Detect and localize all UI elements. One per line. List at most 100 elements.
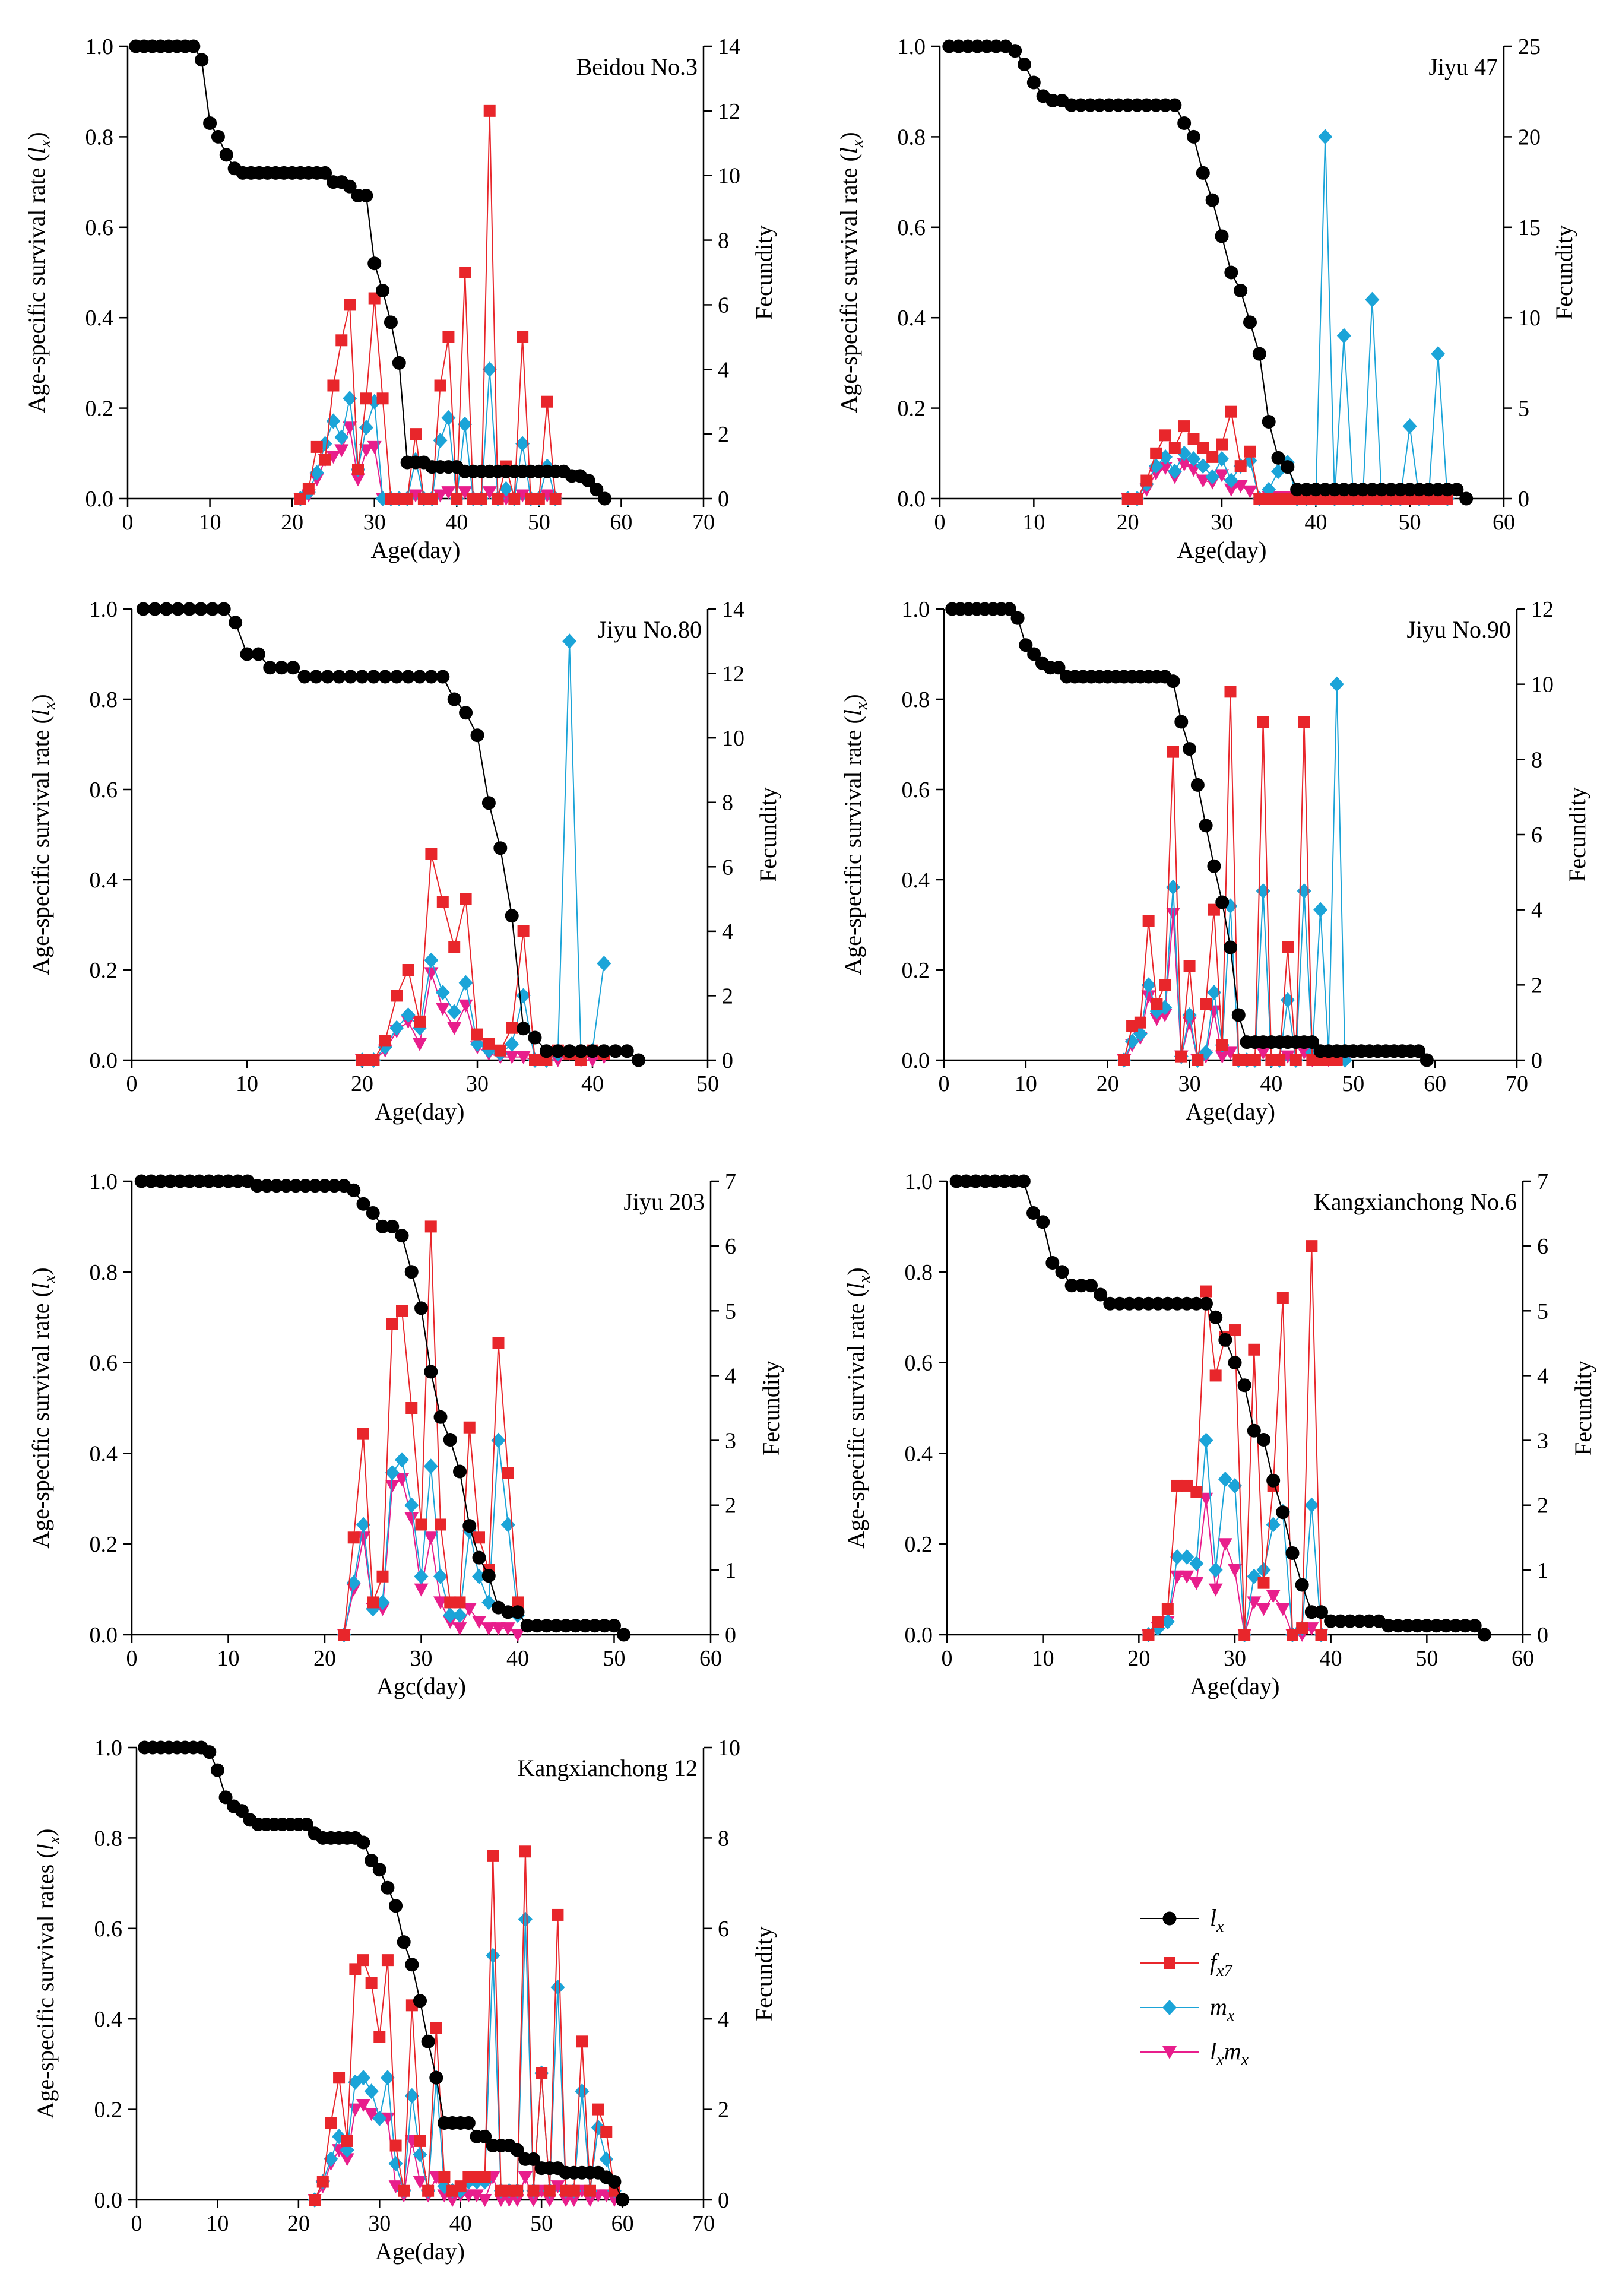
panel-6-lx-point-27 xyxy=(1199,1296,1213,1311)
panel-2-y-tick-label-1: 0.2 xyxy=(898,397,926,421)
panel-1-x-tick-label-30: 30 xyxy=(363,510,386,535)
panel-3-y2-tick-label-2: 2 xyxy=(722,984,733,1009)
panel-7-lx-point-41 xyxy=(461,2116,476,2130)
panel-1-fx7-point-22 xyxy=(302,483,315,495)
panel-5-fx7-point-25 xyxy=(367,1596,379,1609)
panel-1-lx-point-27 xyxy=(343,179,357,194)
panel-7-y-axis-title: Age-specific survival rates (lx) xyxy=(32,1829,64,2119)
panel-5-mx-point-29 xyxy=(404,1497,419,1513)
panel-2-lx-point-25 xyxy=(1168,98,1182,112)
panel-1-fx7-point-31 xyxy=(376,392,389,405)
panel-7-lx-point-47 xyxy=(510,2143,524,2157)
panel-7-lx-point-35 xyxy=(413,1994,427,2008)
panel-6-y-tick-label-3: 0.6 xyxy=(905,1351,933,1376)
panel-1-fx7-point-40 xyxy=(451,493,463,505)
panel-7-fx7-point-37 xyxy=(430,2022,442,2034)
panel-1-y-tick-label-4: 0.8 xyxy=(85,125,114,150)
panel-7-y-tick-label-0: 0.0 xyxy=(94,2188,123,2213)
panel-7-lxmx-point-39 xyxy=(445,2194,460,2207)
panel-7-fx7-point-47 xyxy=(511,2184,524,2197)
panel-3-x-tick-label-0: 0 xyxy=(126,1071,138,1096)
panel-5-fx7-point-22 xyxy=(338,1629,350,1641)
panel-7-mx-point-44 xyxy=(486,1948,500,1964)
panel-5-x-tick-label-30: 30 xyxy=(410,1646,433,1671)
panel-7-lx-point-31 xyxy=(381,1880,395,1895)
panel-6-lxmx-point-28 xyxy=(1208,1583,1223,1597)
panel-6-mx-point-24 xyxy=(1170,1549,1184,1565)
panel-1-y-tick-label-3: 0.6 xyxy=(85,215,114,240)
panel-7-mx-point-24 xyxy=(324,2151,338,2167)
panel-5-fx7-point-31 xyxy=(424,1220,437,1233)
panel-3-fx7-point-24 xyxy=(402,964,414,976)
panel-1-lx-point-11 xyxy=(211,129,225,144)
panel-5-mx-point-36 xyxy=(472,1568,486,1584)
panel-2-y-axis-title-text: Age-specific survival rate xyxy=(835,168,862,413)
panel-4-y2-tick-label-0: 0 xyxy=(1531,1048,1542,1073)
panel-4-x-tick-label-40: 40 xyxy=(1260,1071,1282,1096)
panel-3-lx-point-23 xyxy=(389,670,404,684)
panel-6-lx-point-32 xyxy=(1247,1423,1261,1438)
panel-3-x-tick-label-30: 30 xyxy=(466,1071,489,1096)
panel-3-label: Jiyu No.80 xyxy=(597,616,702,643)
panel-6-y2-tick-label-2: 2 xyxy=(1537,1493,1548,1518)
panel-7-lx-point-60 xyxy=(616,2193,630,2207)
panel-4-mx-point-46 xyxy=(1313,902,1328,918)
panel-4-fx7-point-43 xyxy=(1289,1054,1302,1066)
panel-5-lxmx-point-38 xyxy=(491,1622,506,1636)
panel-3-fx7-point-30 xyxy=(471,1028,483,1041)
panel-1-lx-point-32 xyxy=(384,315,398,329)
panel-3-mx-point-27 xyxy=(435,985,450,1000)
panel-1-fx7-point-28 xyxy=(352,464,364,476)
legend-label-lxmx-sub: x xyxy=(1216,2051,1224,2069)
panel-5-label: Jiyu 203 xyxy=(623,1188,705,1215)
panel-7-lxmx-point-26 xyxy=(340,2153,354,2167)
panel-6-x-tick-label-60: 60 xyxy=(1512,1646,1534,1671)
panel-6-lx-point-15 xyxy=(1084,1279,1098,1293)
panel-6-lx-point-16 xyxy=(1094,1287,1108,1302)
panel-3-lx-point-38 xyxy=(562,1044,576,1058)
panel-7-label: Kangxianchong 12 xyxy=(518,1755,698,1781)
panel-2-lx-point-8 xyxy=(1008,44,1022,58)
panel-2-lxmx-point-23 xyxy=(1149,467,1164,481)
panel-5-lx-point-31 xyxy=(424,1365,438,1379)
panel-5-y-axis-title-symbol: l xyxy=(27,1283,54,1289)
panel-2-x-tick-label-60: 60 xyxy=(1493,510,1515,535)
panel-4-fx7-point-29 xyxy=(1175,1050,1187,1063)
panel-2-label: Jiyu 47 xyxy=(1428,53,1498,80)
panel-2-fx7-point-27 xyxy=(1187,433,1200,445)
panel-6-lxmx-point-38 xyxy=(1304,1622,1319,1636)
panel-2-mx-point-50 xyxy=(1402,418,1417,435)
panel-2-y-tick-label-5: 1.0 xyxy=(898,34,926,59)
panel-3-mx-point-23 xyxy=(389,1020,404,1036)
panel-7-lx-point-37 xyxy=(429,2070,443,2085)
panel-2-x-tick-label-10: 10 xyxy=(1022,510,1045,535)
panel-6-mx-point-38 xyxy=(1304,1497,1319,1513)
panel-6-lxmx-point-24 xyxy=(1170,1570,1184,1584)
panel-6-fx7-point-30 xyxy=(1229,1324,1241,1337)
panel-5-fx7-point-29 xyxy=(405,1402,418,1414)
panel-3-lx-point-2 xyxy=(148,602,162,616)
panel-2-y-axis-title: Age-specific survival rate (lx) xyxy=(835,132,867,413)
panel-6-fx7-point-28 xyxy=(1209,1369,1222,1382)
panel-3-lx-point-4 xyxy=(171,602,185,616)
panel-7-fx7-point-58 xyxy=(600,2126,613,2138)
panel-6-x-tick-label-20: 20 xyxy=(1127,1646,1150,1671)
panel-2-mx-point-46 xyxy=(1365,291,1380,307)
panel-3-y-axis-title-symbol: l xyxy=(27,709,54,716)
panel-5-lx-point-40 xyxy=(511,1605,525,1619)
panel-6-fx7-point-33 xyxy=(1257,1577,1270,1589)
panel-1-fx7-point-25 xyxy=(327,379,340,392)
panel-5-mx-point-24 xyxy=(356,1517,370,1533)
panel-6-mx-point-32 xyxy=(1247,1568,1262,1584)
panel-3-mx-point-38 xyxy=(562,633,577,649)
panel-6-y-axis-title-text: Age-specific survival rate xyxy=(842,1304,869,1549)
panel-1-y-axis-title: Age-specific survival rate (lx) xyxy=(23,132,55,413)
panel-1-label: Beidou No.3 xyxy=(576,53,698,80)
panel-2-y-axis-title-open: ( xyxy=(835,154,862,167)
panel-7-y2-tick-label-10: 10 xyxy=(718,1736,740,1761)
panel-2-y2-tick-label-20: 20 xyxy=(1518,125,1541,150)
panel-1-series-fx7 xyxy=(294,104,562,505)
panel-6-x-tick-label-10: 10 xyxy=(1032,1646,1054,1671)
panel-6-mx-point-27 xyxy=(1199,1432,1213,1448)
panel-5-fx7-point-32 xyxy=(435,1518,446,1531)
